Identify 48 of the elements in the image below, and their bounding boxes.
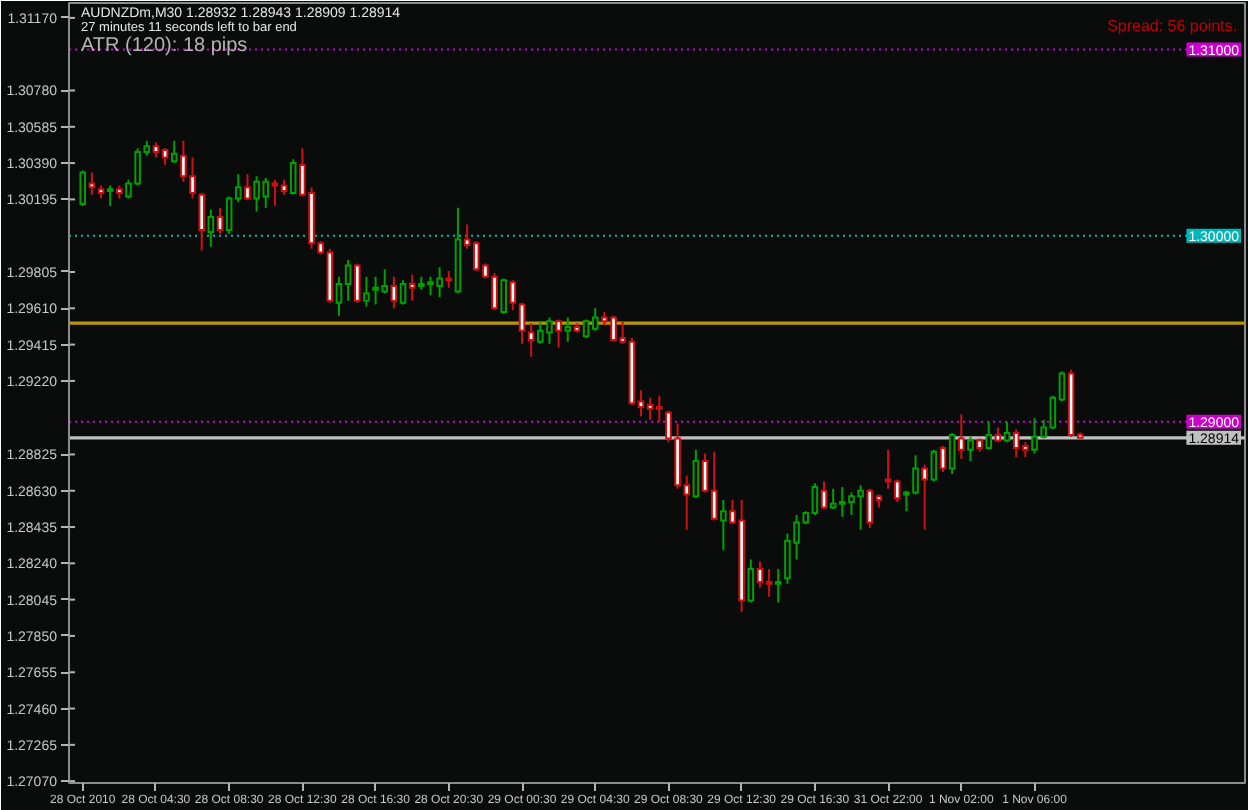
candlestick	[445, 270, 453, 289]
candlestick	[720, 499, 727, 552]
candlestick	[244, 173, 251, 202]
candlestick	[976, 437, 983, 453]
candlestick	[399, 279, 407, 306]
candlestick	[967, 435, 974, 462]
candlestick	[1003, 420, 1011, 444]
candlestick	[939, 445, 947, 474]
candlestick	[289, 158, 297, 196]
candlestick	[930, 448, 938, 483]
candlestick	[79, 169, 87, 207]
candlestick	[994, 426, 1002, 444]
candlestick	[710, 450, 718, 522]
candlestick	[408, 273, 416, 302]
candlestick	[985, 420, 993, 451]
candlestick	[97, 184, 105, 200]
candlestick	[765, 567, 773, 598]
candlestick	[207, 208, 215, 248]
candlestick	[747, 558, 755, 604]
annotation: ATR (120): 18 pips	[81, 35, 248, 57]
candlestick	[106, 184, 114, 207]
candlestick	[363, 275, 370, 308]
text: Spread: 56 points.	[1107, 17, 1238, 35]
candlestick	[756, 560, 764, 589]
candlestick	[161, 147, 169, 166]
candlestick	[152, 141, 160, 159]
candlestick	[216, 206, 224, 235]
candlestick	[500, 277, 507, 315]
candlestick	[198, 191, 205, 252]
candlestick	[271, 178, 279, 207]
candlestick	[948, 432, 956, 475]
candlestick	[564, 316, 572, 343]
candlestick	[88, 171, 96, 196]
candlestick	[116, 184, 123, 200]
candlestick	[958, 413, 965, 461]
candlestick	[509, 279, 517, 312]
candlestick	[591, 307, 599, 332]
candlestick	[573, 322, 581, 334]
candlestick	[692, 448, 700, 500]
candlestick	[353, 262, 361, 304]
candlestick	[170, 139, 178, 165]
candlestick	[454, 206, 462, 295]
candlestick	[555, 318, 562, 349]
candlestick	[866, 487, 874, 529]
candlestick	[390, 275, 398, 310]
candlestick	[820, 480, 828, 511]
candlestick	[774, 567, 782, 604]
candlestick	[921, 463, 928, 531]
